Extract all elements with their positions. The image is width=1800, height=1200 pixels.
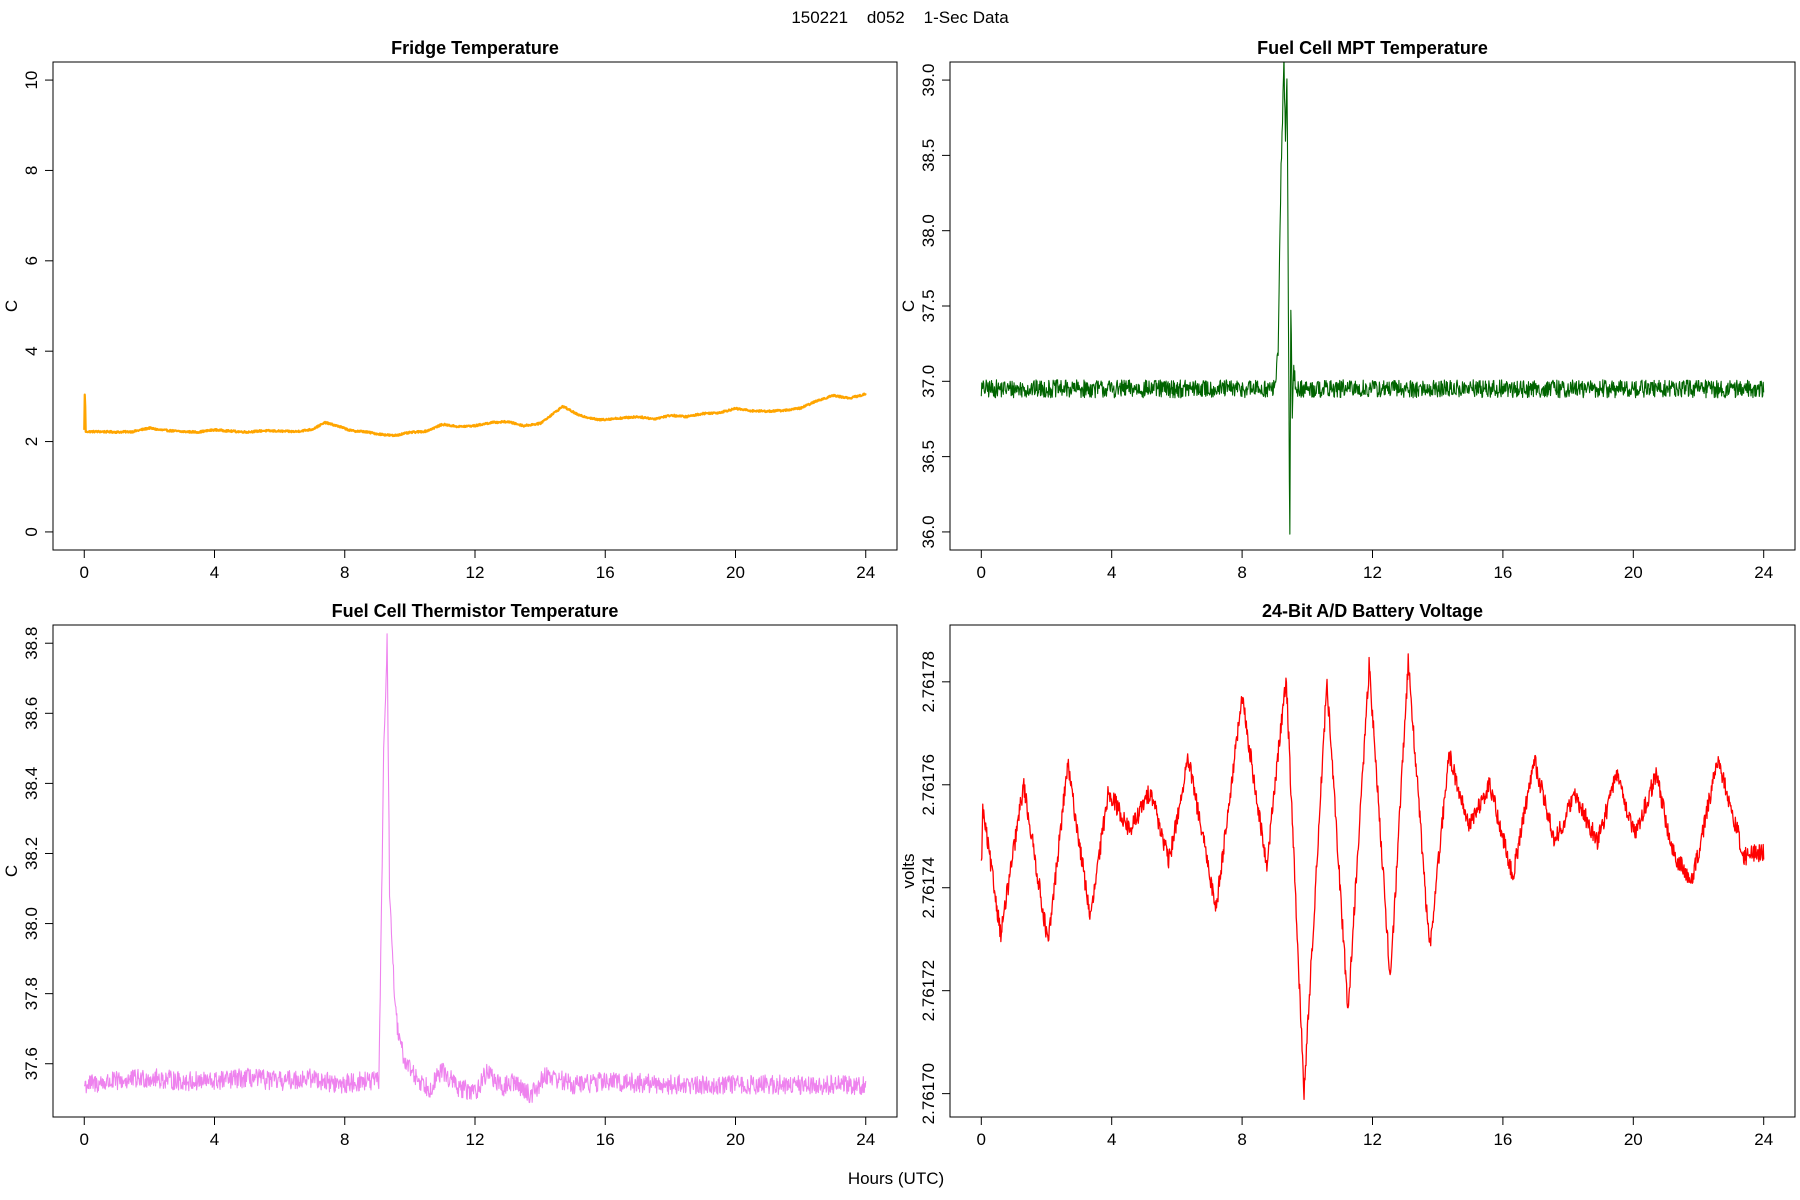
y-tick-label: 37.8 xyxy=(22,977,41,1010)
x-tick-label: 20 xyxy=(726,1130,745,1149)
x-tick-label: 12 xyxy=(1363,563,1382,582)
x-tick-label: 8 xyxy=(1237,563,1246,582)
x-tick-label: 16 xyxy=(596,563,615,582)
x-tick-label: 20 xyxy=(1624,563,1643,582)
x-tick-label: 12 xyxy=(1363,1130,1382,1149)
y-tick-label: 38.2 xyxy=(22,837,41,870)
y-tick-label: 37.0 xyxy=(919,365,938,398)
x-tick-label: 0 xyxy=(977,1130,986,1149)
x-tick-label: 4 xyxy=(1107,1130,1116,1149)
figure-title: 150221 d052 1-Sec Data xyxy=(791,8,1009,27)
chart-panel-2: Fuel Cell MPT Temperature C 0 4 8 12 16 20 24 36.… xyxy=(899,38,1796,582)
plot-frame xyxy=(52,624,898,1118)
y-tick-label: 38.4 xyxy=(22,767,41,800)
y-tick-label: 2.76174 xyxy=(919,857,938,918)
x-tick-label: 4 xyxy=(210,1130,219,1149)
y-tick-label: 38.0 xyxy=(22,907,41,940)
x-tick-label: 0 xyxy=(80,1130,89,1149)
y-tick-label: 2.76178 xyxy=(919,651,938,712)
x-tick-label: 24 xyxy=(856,563,875,582)
y-tick-label: 37.5 xyxy=(919,289,938,322)
plot-frame xyxy=(949,624,1796,1118)
y-tick-label: 38.5 xyxy=(919,139,938,172)
x-tick-label: 8 xyxy=(1237,1130,1246,1149)
panel-title: 24-Bit A/D Battery Voltage xyxy=(1262,601,1483,621)
data-series-line xyxy=(980,653,1765,1101)
y-tick-label: 38.8 xyxy=(22,627,41,660)
x-tick-label: 20 xyxy=(1624,1130,1643,1149)
x-tick-label: 24 xyxy=(1754,1130,1773,1149)
chart-panel-4: 24-Bit A/D Battery Voltage volts 0 4 8 12 16 20… xyxy=(899,601,1796,1149)
figure-x-axis-label: Hours (UTC) xyxy=(848,1169,944,1188)
x-tick-label: 24 xyxy=(856,1130,875,1149)
plot-frame xyxy=(949,61,1796,551)
y-axis-label: C xyxy=(2,865,21,877)
x-tick-label: 8 xyxy=(340,563,349,582)
y-tick-label: 2.76176 xyxy=(919,754,938,815)
y-tick-label: 38.6 xyxy=(22,697,41,730)
y-axis-label: volts xyxy=(899,854,918,889)
panel-title: Fuel Cell Thermistor Temperature xyxy=(332,601,619,621)
y-tick-label: 39.0 xyxy=(919,64,938,97)
y-tick-label: 10 xyxy=(22,71,41,90)
y-tick-label: 0 xyxy=(22,527,41,536)
y-tick-label: 8 xyxy=(22,166,41,175)
y-tick-label: 36.0 xyxy=(919,515,938,548)
y-tick-label: 6 xyxy=(22,256,41,265)
x-tick-label: 0 xyxy=(80,563,89,582)
x-tick-label: 0 xyxy=(977,563,986,582)
y-axis-label: C xyxy=(899,300,918,312)
x-tick-label: 4 xyxy=(210,563,219,582)
y-tick-label: 2 xyxy=(22,437,41,446)
y-tick-label: 2.76172 xyxy=(919,960,938,1021)
chart-panel-3: Fuel Cell Thermistor Temperature C 0 4 8 12 16… xyxy=(2,601,898,1149)
x-tick-label: 12 xyxy=(466,563,485,582)
x-tick-label: 20 xyxy=(726,563,745,582)
data-series-line xyxy=(980,62,1765,535)
data-series-line xyxy=(83,633,867,1104)
y-tick-label: 38.0 xyxy=(919,214,938,247)
x-tick-label: 8 xyxy=(340,1130,349,1149)
x-tick-label: 4 xyxy=(1107,563,1116,582)
y-tick-label: 36.5 xyxy=(919,440,938,473)
y-tick-label: 2.76170 xyxy=(919,1063,938,1124)
x-tick-label: 24 xyxy=(1754,563,1773,582)
x-tick-label: 16 xyxy=(1493,563,1512,582)
y-axis-label: C xyxy=(2,300,21,312)
panel-title: Fridge Temperature xyxy=(391,38,559,58)
x-tick-label: 16 xyxy=(596,1130,615,1149)
plot-frame xyxy=(52,61,898,551)
y-tick-label: 37.6 xyxy=(22,1047,41,1080)
x-tick-label: 16 xyxy=(1493,1130,1512,1149)
data-series-line xyxy=(83,392,867,438)
y-tick-label: 4 xyxy=(22,346,41,355)
x-tick-label: 12 xyxy=(466,1130,485,1149)
panel-title: Fuel Cell MPT Temperature xyxy=(1257,38,1488,58)
